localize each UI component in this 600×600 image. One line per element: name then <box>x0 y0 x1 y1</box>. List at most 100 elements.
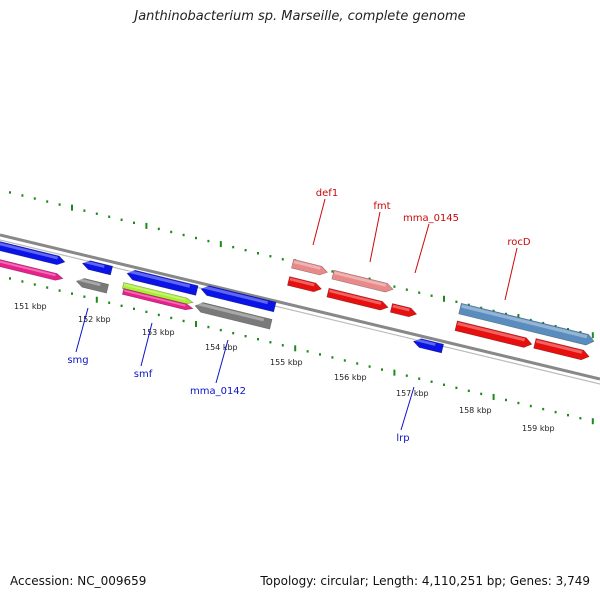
gene-label-top[interactable]: def1 <box>316 188 338 199</box>
inner-tick <box>83 295 86 298</box>
gene-label-bottom-leader <box>75 307 89 353</box>
gene-feature[interactable] <box>533 338 591 361</box>
inner-tick <box>368 365 371 368</box>
kbp-label: 154 kbp <box>205 343 238 352</box>
gene-feature[interactable] <box>194 301 273 330</box>
gene-feature[interactable] <box>412 337 445 354</box>
inner-tick <box>567 413 569 417</box>
outer-tick <box>244 248 247 252</box>
inner-tick <box>591 418 594 425</box>
kbp-label: 156 kbp <box>334 373 367 382</box>
gene-label-top-leader <box>504 247 518 301</box>
gene-feature[interactable] <box>331 269 394 293</box>
gene-feature[interactable] <box>291 258 329 276</box>
outer-tick <box>554 324 557 328</box>
outer-tick <box>232 245 235 249</box>
outer-tick <box>207 239 210 243</box>
gene-feature[interactable] <box>126 269 199 296</box>
gene-feature[interactable] <box>200 284 277 313</box>
inner-tick <box>306 350 309 353</box>
gene-feature[interactable] <box>287 276 323 294</box>
gene-label-bottom[interactable]: mma_0142 <box>190 386 246 397</box>
gene-label-bottom[interactable]: smf <box>134 369 153 380</box>
gene-feature[interactable] <box>75 277 109 294</box>
inner-tick <box>9 277 11 280</box>
gene-layer <box>0 239 596 361</box>
outer-tick <box>331 270 334 273</box>
inner-tick <box>195 321 197 328</box>
outer-tick <box>58 203 61 206</box>
inner-tick <box>294 345 297 352</box>
backbone-line <box>0 233 600 381</box>
inner-tick <box>232 331 235 335</box>
map-title: Janthinobacterium sp. Marseille, complet… <box>134 9 466 24</box>
outer-tick <box>257 252 259 255</box>
inner-tick <box>281 344 284 347</box>
gene-feature[interactable] <box>458 302 596 347</box>
gene-feature[interactable] <box>389 303 418 319</box>
gene-label-top-leader <box>312 198 326 246</box>
outer-tick <box>46 200 49 203</box>
footer-accession: Accession: NC_009659 <box>10 574 147 588</box>
inner-tick <box>182 319 185 323</box>
gene-feature[interactable] <box>81 259 114 276</box>
kbp-label: 151 kbp <box>14 302 47 311</box>
gene-label-top[interactable]: fmt <box>373 201 390 212</box>
gene-label-bottom-leader <box>140 322 153 367</box>
inner-tick <box>343 359 346 362</box>
gene-feature[interactable] <box>454 320 533 349</box>
inner-tick <box>554 410 557 414</box>
inner-tick <box>393 369 396 376</box>
kbp-label: 158 kbp <box>459 406 492 415</box>
inner-tick <box>145 310 148 314</box>
gene-feature[interactable] <box>121 282 194 306</box>
outer-tick <box>542 321 545 325</box>
inner-tick <box>405 374 408 377</box>
outer-tick <box>591 332 594 339</box>
footer-stats: Topology: circular; Length: 4,110,251 bp… <box>260 574 590 588</box>
outer-tick <box>133 221 135 225</box>
outer-tick <box>418 291 421 294</box>
inner-tick <box>505 398 507 402</box>
outer-tick <box>95 212 98 215</box>
gene-feature[interactable] <box>0 239 66 267</box>
inner-tick <box>95 296 98 303</box>
outer-tick <box>157 227 160 231</box>
inner-tick <box>71 292 73 295</box>
outer-tick <box>430 294 433 297</box>
outer-tick <box>505 312 507 316</box>
gene-feature[interactable] <box>0 257 64 282</box>
gene-feature[interactable] <box>121 288 194 312</box>
inner-tick <box>21 280 24 283</box>
inner-tick <box>331 356 334 359</box>
outer-tick <box>71 204 73 211</box>
outer-tick <box>281 258 284 261</box>
inner-tick <box>108 301 111 304</box>
inner-tick <box>418 377 421 380</box>
outer-tick <box>9 191 11 194</box>
outer-tick <box>517 314 520 321</box>
outer-tick <box>480 306 483 310</box>
inner-tick <box>542 407 545 411</box>
inner-tick <box>58 289 61 292</box>
outer-tick <box>33 197 36 200</box>
inner-tick <box>244 334 247 338</box>
outer-tick <box>195 236 197 240</box>
inner-tick <box>467 389 470 393</box>
outer-tick <box>579 330 582 334</box>
kbp-label: 153 kbp <box>142 328 175 337</box>
inner-tick <box>517 401 520 405</box>
inner-tick <box>257 338 259 341</box>
inner-tick <box>529 404 532 408</box>
gene-label-bottom[interactable]: lrp <box>396 433 409 444</box>
inner-tick <box>430 380 433 383</box>
gene-label-top[interactable]: rocD <box>507 237 531 248</box>
gene-label-bottom-leader <box>215 339 229 384</box>
gene-label-bottom-leader <box>400 386 415 431</box>
outer-tick <box>529 318 532 322</box>
outer-tick <box>83 209 86 212</box>
gene-label-top[interactable]: mma_0145 <box>403 213 459 224</box>
gene-label-bottom[interactable]: smg <box>67 355 88 366</box>
gene-feature[interactable] <box>326 287 389 311</box>
